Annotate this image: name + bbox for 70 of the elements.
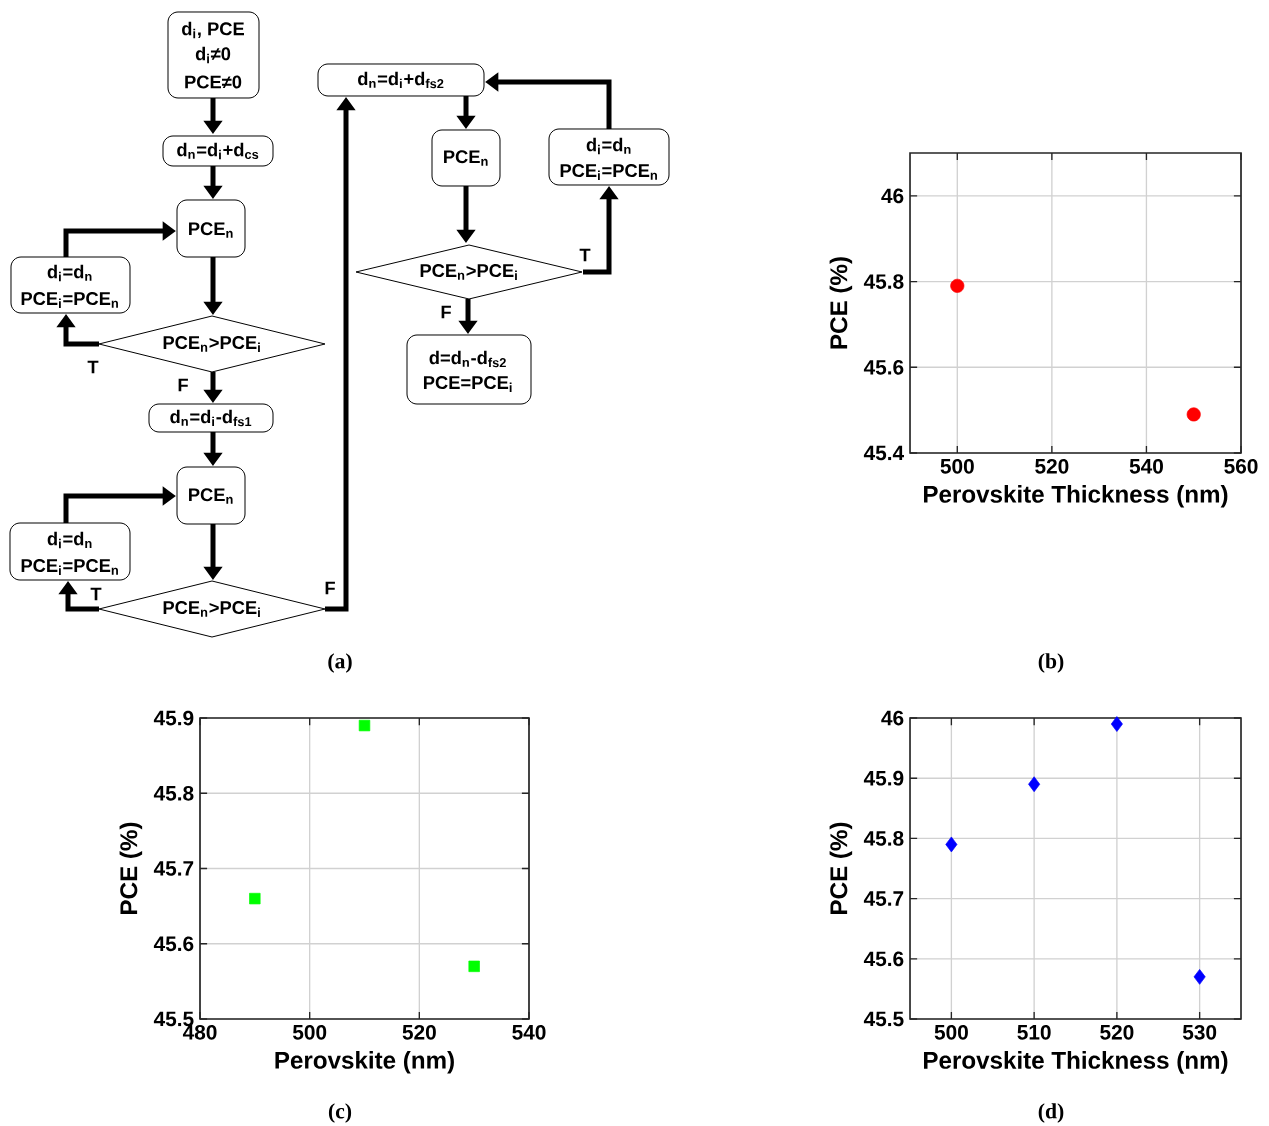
- text: PCE$_{i}$=PCE$_{n}$: [21, 292, 118, 308]
- x-tick-label: 520: [1035, 458, 1069, 474]
- text: T: [579, 248, 591, 262]
- x-tick-label: 530: [1182, 1024, 1217, 1040]
- text: d$_{i}$=d$_{n}$: [586, 137, 631, 155]
- text: (a): [328, 653, 352, 673]
- point: [249, 892, 261, 905]
- y-tick-label: 45.6: [863, 359, 904, 375]
- text: PCE≠0: [185, 75, 242, 89]
- y-tick-label: 45.6: [863, 951, 904, 967]
- text: PCE$_{n}$: [189, 488, 233, 504]
- point: [1110, 716, 1123, 732]
- x-tick-label: 500: [940, 458, 974, 474]
- text: F: [325, 581, 335, 595]
- y-tick-label: 46: [881, 188, 904, 204]
- text: d$_{n}$=d$_{i}$+d$_{fs2}$: [358, 71, 444, 89]
- x-tick-label: 500: [292, 1024, 327, 1040]
- y-axis-title: PCE (%): [829, 822, 853, 914]
- text: PCE$_{n}$: [444, 150, 488, 166]
- text: d$_{i}$≠0: [195, 46, 231, 64]
- text: d$_{i}$=d$_{n}$: [47, 531, 92, 549]
- x-tick-label: 480: [182, 1024, 217, 1040]
- y-tick-label: 45.5: [153, 1011, 194, 1027]
- y-axis-title: PCE (%): [119, 822, 143, 914]
- point: [358, 719, 371, 732]
- y-tick-label: 45.6: [153, 936, 194, 952]
- y-tick-label: 45.7: [153, 861, 194, 876]
- x-tick-label: 560: [1224, 458, 1258, 474]
- text: PCE$_{n}$>PCE$_{i}$: [420, 264, 517, 280]
- x-tick-label: 520: [402, 1024, 436, 1040]
- text: d$_{i}$=d$_{n}$: [47, 264, 92, 282]
- text: T: [90, 587, 102, 601]
- text: d$_{i}$, PCE: [182, 21, 244, 39]
- x-tick-label: 540: [1129, 458, 1163, 474]
- y-tick-label: 45.9: [153, 710, 194, 726]
- text: F: [178, 378, 188, 392]
- x-axis-title: Perovskite Thickness (nm): [924, 1051, 1228, 1074]
- text: PCE$_{i}$=PCE$_{n}$: [560, 164, 657, 180]
- y-tick-label: 46: [881, 710, 904, 726]
- y-axis-title: PCE (%): [829, 257, 853, 349]
- y-tick-label: 45.8: [863, 831, 904, 846]
- x-tick-label: 520: [1100, 1024, 1134, 1040]
- x-axis-title: Perovskite Thickness (nm): [924, 485, 1228, 508]
- text: (c): [328, 1103, 352, 1123]
- text: T: [87, 360, 99, 374]
- point: [468, 960, 480, 973]
- point: [945, 836, 958, 853]
- text: (d): [1038, 1103, 1064, 1123]
- text: PCE$_{i}$=PCE$_{n}$: [21, 559, 118, 575]
- x-tick-label: 510: [1017, 1024, 1051, 1040]
- x-tick-label: 500: [934, 1024, 968, 1040]
- y-tick-label: 45.4: [863, 445, 905, 461]
- text: d$_{n}$=d$_{i}$+d$_{cs}$: [177, 142, 259, 160]
- text: PCE$_{n}$: [189, 222, 233, 238]
- text: d=d$_{n}$-d$_{fs2}$: [429, 350, 506, 368]
- text: (b): [1038, 653, 1064, 673]
- y-tick-label: 45.7: [863, 891, 904, 906]
- y-tick-label: 45.5: [863, 1011, 904, 1027]
- text: PCE$_{n}$>PCE$_{i}$: [163, 601, 260, 617]
- point: [1193, 969, 1206, 985]
- x-tick-label: 540: [512, 1024, 546, 1040]
- y-tick-label: 45.8: [153, 785, 194, 801]
- x-axis-title: Perovskite (nm): [275, 1051, 454, 1074]
- point: [1028, 776, 1041, 793]
- text: PCE$_{n}$>PCE$_{i}$: [163, 336, 260, 352]
- text: F: [441, 305, 451, 319]
- text: d$_{n}$=d$_{i}$-d$_{fs1}$: [170, 409, 252, 427]
- y-tick-label: 45.9: [863, 770, 904, 786]
- text: PCE=PCE$_{i}$: [423, 376, 512, 392]
- y-tick-label: 45.8: [863, 274, 904, 289]
